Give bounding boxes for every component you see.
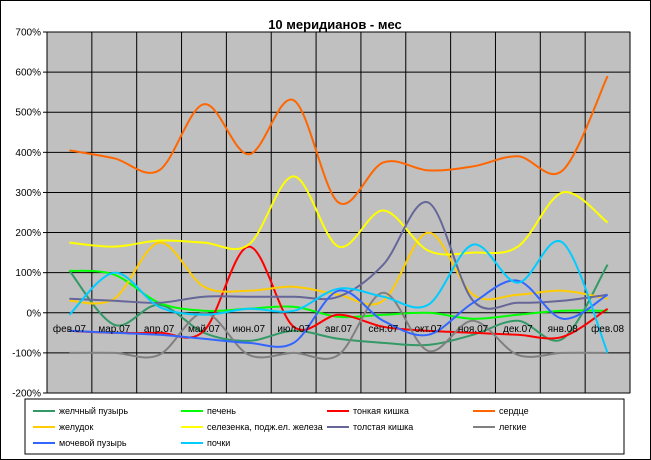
x-tick-label: май.07: [188, 324, 220, 335]
x-tick-label: мар.07: [98, 324, 130, 335]
y-axis-ticks: -200% -100% 0% 100% 200% 300% 400% 500% 600% 700%: [12, 28, 47, 400]
series-line-4: [69, 231, 608, 306]
legend: желчный пузырь печень тонкая кишка сердце же…: [33, 406, 529, 448]
legend-label: толстая кишка: [353, 422, 413, 432]
y-tick-label: 0%: [27, 308, 42, 319]
legend-label: селезенка, подж.ел. железа: [207, 422, 323, 432]
y-tick-label: 500%: [15, 108, 41, 119]
x-tick-label: сен.07: [368, 324, 398, 335]
x-tick-label: фев.08: [591, 323, 624, 335]
x-axis-ticks: фев.07 мар.07 апр.07 май.07 июн.07 июл.07 авг.…: [53, 323, 625, 335]
legend-label: мочевой пузырь: [59, 438, 127, 448]
y-tick-label: 200%: [15, 228, 41, 239]
series-line-6: [69, 201, 608, 310]
y-tick-label: 100%: [15, 268, 41, 279]
legend-label: почки: [207, 438, 230, 448]
legend-label: желудок: [59, 422, 93, 432]
x-tick-label: апр.07: [144, 324, 175, 335]
series-line-8: [69, 279, 609, 348]
x-tick-label: авг.07: [325, 324, 353, 335]
x-tick-label: окт.07: [414, 324, 442, 335]
series-layer: [68, 75, 609, 360]
x-tick-label: фев.07: [53, 323, 86, 335]
y-tick-label: -100%: [12, 348, 41, 359]
legend-label: легкие: [499, 422, 527, 432]
series-line-5: [69, 175, 609, 256]
x-tick-label: июн.07: [233, 324, 266, 335]
series-line-3: [69, 75, 609, 205]
y-tick-label: 400%: [15, 148, 41, 159]
series-line-2: [69, 245, 609, 340]
grid-layer: [46, 31, 631, 394]
y-tick-label: 600%: [15, 68, 41, 79]
x-tick-label: янв.08: [548, 324, 579, 335]
x-tick-label: июл.07: [277, 324, 310, 335]
legend-label: желчный пузырь: [59, 406, 128, 416]
y-tick-label: -200%: [12, 389, 41, 400]
series-line-7: [69, 291, 608, 360]
y-tick-label: 300%: [15, 188, 41, 199]
legend-label: тонкая кишка: [353, 406, 409, 416]
legend-box: [24, 398, 625, 455]
series-line-9: [68, 239, 609, 354]
series-line-0: [68, 264, 609, 347]
y-tick-label: 700%: [15, 28, 41, 39]
legend-label: сердце: [499, 406, 529, 416]
legend-label: печень: [207, 406, 236, 416]
x-tick-label: ноя.07: [458, 324, 489, 335]
x-tick-label: дек.07: [503, 324, 533, 335]
chart-title: 10 меридианов - мес: [268, 17, 402, 32]
